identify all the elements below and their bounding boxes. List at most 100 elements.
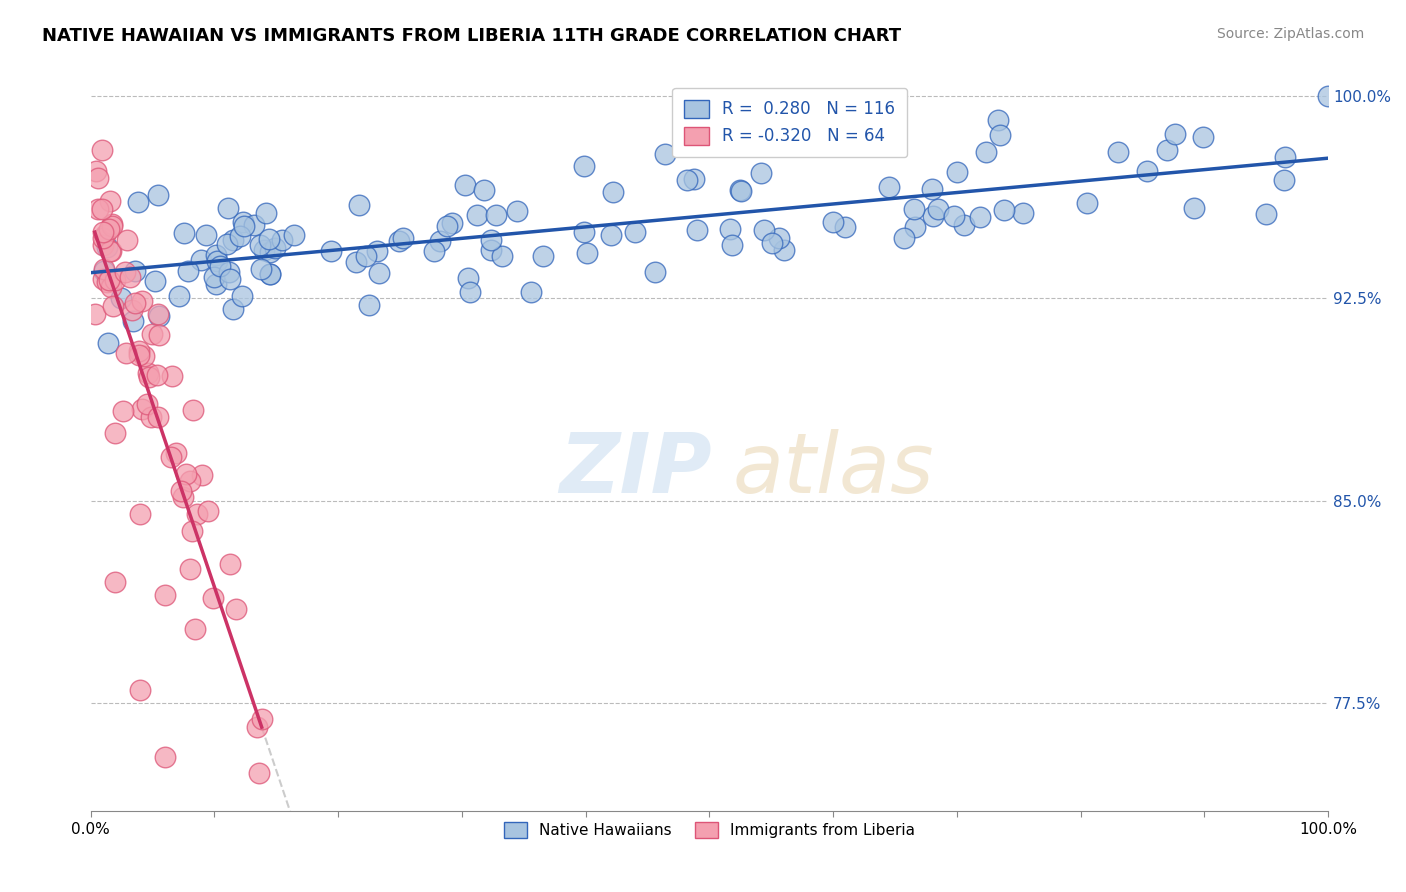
Point [728,183,751,197]
Point [173,226,195,240]
Text: atlas: atlas [733,429,934,510]
Point [93,261,115,276]
Point [354,249,377,263]
Point [195,228,218,243]
Point [572,159,595,173]
Point [253,243,276,257]
Point [232,215,254,229]
Point [436,219,458,234]
Point [148,409,170,424]
Point [730,184,752,198]
Point [319,244,342,258]
Point [974,145,997,159]
Point [1274,150,1296,164]
Point [87,171,110,186]
Point [233,219,256,233]
Point [259,267,281,281]
Point [93,231,115,245]
Point [124,296,146,310]
Point [927,202,949,217]
Point [943,209,966,223]
Point [96,240,118,254]
Point [246,720,269,734]
Point [366,244,388,258]
Point [115,346,138,360]
Point [165,446,187,460]
Point [752,223,775,237]
Point [506,203,529,218]
Point [1136,163,1159,178]
Point [218,265,240,279]
Point [197,504,219,518]
Point [768,231,790,245]
Point [114,265,136,279]
Point [602,185,624,199]
Point [91,238,114,252]
Point [472,183,495,197]
Point [993,202,1015,217]
Point [180,524,202,539]
Point [148,307,170,321]
Point [485,208,508,222]
Point [271,233,294,247]
Point [121,303,143,318]
Point [479,243,502,257]
Point [104,574,127,589]
Point [174,467,197,482]
Point [392,231,415,245]
Point [100,244,122,259]
Point [222,233,245,247]
Point [1317,88,1340,103]
Point [129,682,152,697]
Point [231,288,253,302]
Point [153,588,176,602]
Point [91,143,114,157]
Point [243,218,266,232]
Point [87,202,110,216]
Point [921,182,943,196]
Point [98,194,121,208]
Point [519,285,541,300]
Point [749,166,772,180]
Point [205,277,228,292]
Point [834,220,856,235]
Point [264,241,287,255]
Point [259,244,281,259]
Legend: Native Hawaiians, Immigrants from Liberia: Native Hawaiians, Immigrants from Liberi… [498,815,921,845]
Point [91,272,114,286]
Point [100,217,122,231]
Point [115,233,138,247]
Point [718,221,741,235]
Point [531,249,554,263]
Point [1107,145,1129,159]
Point [1192,130,1215,145]
Point [186,507,208,521]
Point [479,233,502,247]
Point [221,302,243,317]
Point [969,211,991,225]
Point [103,300,125,314]
Point [96,275,118,289]
Point [138,370,160,384]
Point [283,228,305,243]
Point [90,202,112,216]
Point [259,268,281,282]
Point [1182,201,1205,215]
Point [209,259,232,273]
Point [250,261,273,276]
Point [159,450,181,465]
Point [904,220,927,235]
Point [91,225,114,239]
Point [1272,172,1295,186]
Text: ZIP: ZIP [558,429,711,510]
Point [1254,207,1277,221]
Point [367,266,389,280]
Point [953,218,976,232]
Point [184,622,207,636]
Point [654,147,676,161]
Point [139,409,162,424]
Point [84,164,107,178]
Point [104,426,127,441]
Point [217,237,239,252]
Point [249,238,271,252]
